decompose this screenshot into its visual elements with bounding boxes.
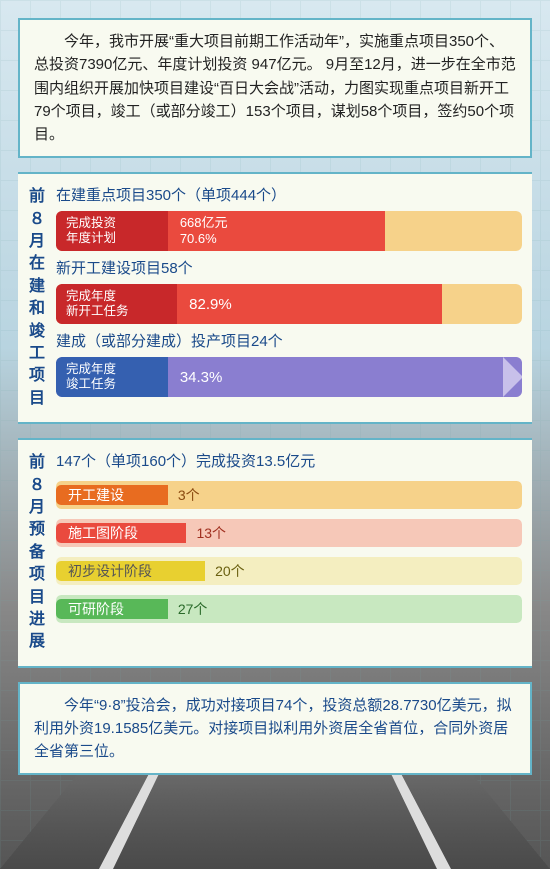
stage-bar: 可研阶段27个 — [56, 595, 522, 623]
progress-bar: 完成年度竣工任务34.3% — [56, 357, 522, 397]
section1-side-title: 前８月在建和竣工项目 — [26, 182, 48, 414]
stage-value: 3个 — [168, 485, 210, 505]
stage-label: 初步设计阶段 — [56, 561, 205, 581]
progress-bar: 完成年度新开工任务82.9% — [56, 284, 522, 324]
bar-head-label: 完成年度新开工任务 — [56, 284, 177, 324]
progress-bar: 完成投资年度计划668亿元70.6% — [56, 211, 522, 251]
bar-value: 668亿元70.6% — [168, 211, 240, 251]
bar-value: 34.3% — [168, 357, 235, 397]
stage-value: 13个 — [186, 523, 236, 543]
stage-bar: 施工图阶段13个 — [56, 519, 522, 547]
section2-side-title: 前８月预备项目进展 — [26, 448, 48, 658]
stage-value: 27个 — [168, 599, 218, 619]
section-under-construction: 前８月在建和竣工项目 在建重点项目350个（单项444个） 完成投资年度计划668… — [18, 172, 532, 424]
stage-label: 开工建设 — [56, 485, 168, 505]
bar-value: 82.9% — [177, 284, 244, 324]
footer-paragraph: 今年“9·8”投洽会，成功对接项目74个，投资总额28.7730亿美元，拟利用外… — [18, 682, 532, 776]
section1-row-label: 在建重点项目350个（单项444个） — [56, 184, 522, 205]
stage-label: 可研阶段 — [56, 599, 168, 619]
stage-value: 20个 — [205, 561, 255, 581]
stage-bar: 开工建设3个 — [56, 481, 522, 509]
bar-head-label: 完成年度竣工任务 — [56, 357, 168, 397]
bar-head-label: 完成投资年度计划 — [56, 211, 168, 251]
stage-label: 施工图阶段 — [56, 523, 186, 543]
section1-row-label: 建成（或部分建成）投产项目24个 — [56, 330, 522, 351]
intro-paragraph: 今年，我市开展“重大项目前期工作活动年”，实施重点项目350个、总投资7390亿… — [18, 18, 532, 158]
section1-row-label: 新开工建设项目58个 — [56, 257, 522, 278]
stage-bar: 初步设计阶段20个 — [56, 557, 522, 585]
section-preparatory: 前８月预备项目进展 147个（单项160个）完成投资13.5亿元开工建设3个 施… — [18, 438, 532, 668]
section2-header: 147个（单项160个）完成投资13.5亿元 — [56, 450, 522, 471]
